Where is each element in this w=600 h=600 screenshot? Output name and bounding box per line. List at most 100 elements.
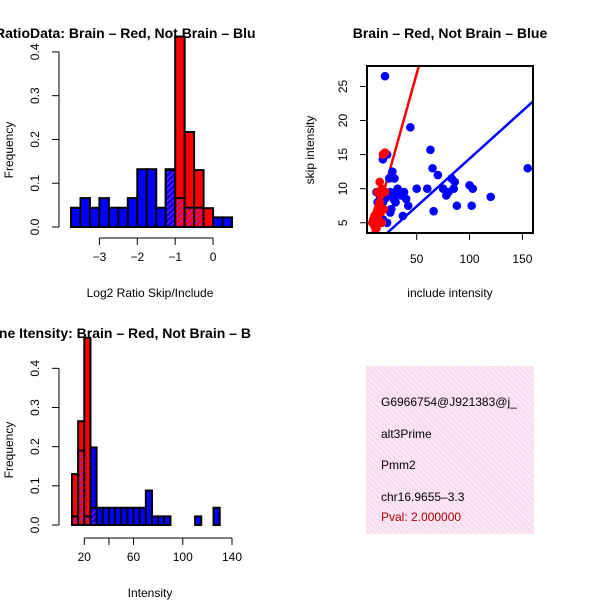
info-panel: G6966754@J921383@j_ alt3Prime Pmm2 chr16… (366, 366, 534, 534)
scatter-fit-line-blue (386, 100, 533, 233)
info-probe-id: G6966754@J921383@j_ (381, 395, 517, 409)
intensity-histogram-xlabel: Intensity (128, 586, 173, 600)
scatter-y-tick-label-3: 20 (336, 114, 350, 128)
intensity-histogram-ylabel: Frequency (2, 422, 16, 479)
scatter-y-tick-label-4: 25 (336, 79, 350, 93)
ratio-histogram-bars (70, 35, 234, 229)
scatter-point-red-7 (375, 198, 384, 207)
intensity-histogram-bars (71, 336, 221, 527)
intensity-histogram-title: ine Itensity: Brain – Red, Not Brain – B (0, 325, 251, 341)
scatter-point-blue-29 (450, 177, 460, 187)
scatter-point-blue-44 (387, 204, 396, 214)
intensity-histogram-axes: 20 60 100 140 0.0 0.1 0.2 0.3 0.4 (28, 360, 242, 564)
scatter-point-blue-34 (486, 192, 496, 202)
ratio-hist-bar-overlap-10 (164, 169, 177, 228)
ratio-hist-bar-red-14 (202, 207, 215, 228)
info-location: chr16.9655–3.3 (381, 490, 465, 504)
intensity-hist-bar-blue-20 (194, 515, 203, 527)
ratio-hist-x-tick-label-2: −1 (168, 250, 182, 264)
scatter-y-tick-label-0: 5 (336, 219, 350, 226)
ratio-histogram-title: RatioData: Brain – Red, Not Brain – Blu (0, 25, 256, 41)
scatter-point-blue-16 (403, 201, 413, 211)
intensity-hist-x-tick-label-3: 140 (222, 550, 242, 564)
scatter-point-blue-18 (406, 123, 415, 132)
ratio-histogram-panel: RatioData: Brain – Red, Not Brain – Blu … (0, 25, 256, 300)
intensity-hist-y-tick-label-0: 0.0 (28, 516, 42, 533)
scatter-point-red-20 (379, 204, 389, 214)
scatter-point-blue-20 (422, 184, 432, 193)
ratio-hist-y-tick-label-2: 0.2 (28, 131, 42, 148)
ratio-hist-bar-overlap-12 (183, 206, 196, 228)
intensity-hist-bar-blue-23 (212, 506, 221, 526)
ratio-hist-bar-blue-16 (221, 216, 234, 228)
intensity-hist-y-tick-label-2: 0.2 (28, 438, 42, 455)
scatter-point-blue-32 (468, 184, 478, 193)
intensity-hist-y-tick-label-3: 0.3 (28, 399, 42, 416)
info-pval: Pval: 2.000000 (381, 510, 462, 524)
ratio-hist-bar-overlap-13 (193, 206, 205, 228)
scatter-x-tick-label-2: 150 (512, 252, 532, 266)
ratio-hist-bar-blue-7 (136, 168, 148, 228)
scatter-point-blue-30 (452, 201, 462, 211)
info-event-type: alt3Prime (381, 427, 432, 441)
ratio-hist-bar-blue-0 (70, 206, 82, 228)
scatter-point-red-21 (380, 187, 390, 197)
ratio-hist-bar-blue-3 (98, 197, 110, 229)
info-gene-name: Pmm2 (381, 458, 416, 472)
intensity-hist-x-tick-label-2: 100 (173, 550, 193, 564)
ratio-hist-y-tick-label-4: 0.4 (28, 43, 42, 60)
scatter-point-blue-21 (426, 145, 435, 155)
ratio-hist-bar-blue-5 (117, 206, 129, 228)
intensity-hist-bar-blue-15 (163, 515, 172, 527)
scatter-point-blue-33 (467, 201, 476, 211)
intensity-hist-x-tick-label-1: 60 (127, 550, 141, 564)
scatter-point-red-13 (380, 148, 390, 157)
scatter-y-tick-label-2: 15 (336, 148, 350, 162)
intensity-hist-y-tick-label-1: 0.1 (28, 477, 42, 494)
intensity-hist-bar-blue-12 (144, 489, 154, 526)
scatter-plot-area: 50 100 150 5 10 15 20 25 (336, 65, 534, 266)
ratio-hist-bar-blue-1 (79, 197, 91, 229)
scatter-point-blue-22 (428, 163, 437, 173)
scatter-point-blue-15 (401, 194, 411, 204)
scatter-panel: Brain – Red, Not Brain – Blue 50 100 150 5 1… (303, 25, 547, 300)
scatter-y-tick-label-1: 10 (336, 182, 350, 196)
scatter-marks (367, 66, 533, 233)
ratio-hist-bar-blue-8 (145, 168, 158, 228)
ratio-hist-bar-blue-9 (155, 206, 167, 228)
scatter-point-red-11 (375, 177, 384, 187)
intensity-hist-y-tick-label-4: 0.4 (28, 360, 42, 377)
ratio-hist-bar-blue-2 (88, 206, 101, 228)
scatter-point-blue-17 (398, 211, 408, 221)
scatter-point-blue-35 (523, 163, 533, 173)
scatter-point-red-18 (372, 223, 381, 233)
ratio-hist-x-tick-label-1: −2 (130, 250, 144, 264)
intensity-histogram-panel: ine Itensity: Brain – Red, Not Brain – B… (0, 325, 251, 600)
scatter-point-blue-23 (433, 170, 443, 180)
scatter-point-blue-3 (388, 167, 397, 176)
scatter-point-blue-14 (399, 187, 409, 197)
ratio-hist-bar-blue-15 (212, 216, 224, 228)
ratio-hist-bar-blue-6 (126, 197, 139, 229)
scatter-point-blue-0 (380, 71, 390, 81)
scatter-point-blue-19 (412, 184, 421, 193)
scatter-point-red-10 (373, 187, 382, 197)
scatter-point-blue-45 (391, 187, 400, 197)
scatter-x-tick-label-0: 50 (410, 252, 424, 266)
scatter-x-tick-label-1: 100 (460, 252, 480, 266)
ratio-hist-bar-blue-4 (107, 206, 120, 228)
ratio-histogram-axes: −3 −2 −1 0 0.0 0.1 0.2 0.3 0.4 (28, 43, 217, 264)
scatter-ylabel: skip intensity (303, 116, 317, 185)
scatter-point-blue-46 (384, 174, 394, 183)
ratio-hist-x-tick-label-0: −3 (93, 250, 107, 264)
scatter-title: Brain – Red, Not Brain – Blue (353, 25, 548, 41)
intensity-hist-x-tick-label-0: 20 (78, 550, 92, 564)
ratio-histogram-ylabel: Frequency (2, 122, 16, 179)
scatter-point-blue-40 (429, 206, 438, 216)
scatter-frame (366, 65, 534, 234)
ratio-histogram-xlabel: Log2 Ratio Skip/Include (87, 286, 214, 300)
scatter-point-blue-28 (449, 184, 459, 193)
ratio-hist-x-tick-label-3: 0 (210, 250, 217, 264)
scatter-xlabel: include intensity (407, 286, 492, 300)
